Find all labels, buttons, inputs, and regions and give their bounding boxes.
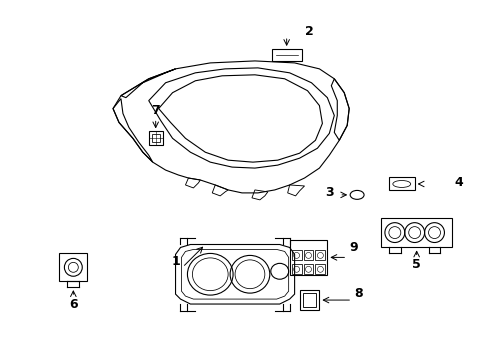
- Bar: [289, 239, 326, 275]
- Text: 1: 1: [171, 255, 180, 268]
- Bar: [151, 134, 160, 142]
- Bar: [315, 251, 325, 260]
- Text: 8: 8: [353, 287, 362, 300]
- Bar: [148, 131, 163, 145]
- Text: 3: 3: [325, 186, 334, 199]
- Bar: [291, 251, 301, 260]
- Text: 4: 4: [453, 176, 462, 189]
- Bar: [303, 251, 313, 260]
- Text: 2: 2: [305, 24, 313, 38]
- Text: 5: 5: [411, 258, 420, 271]
- Bar: [388, 177, 414, 190]
- Text: 7: 7: [151, 104, 160, 117]
- Text: 9: 9: [348, 241, 357, 254]
- Bar: [303, 264, 313, 274]
- Bar: [299, 290, 319, 310]
- Bar: [380, 218, 451, 247]
- Bar: [271, 49, 301, 61]
- Bar: [291, 264, 301, 274]
- Bar: [315, 264, 325, 274]
- Bar: [302, 293, 316, 307]
- Bar: [60, 253, 87, 281]
- Text: 6: 6: [69, 297, 78, 311]
